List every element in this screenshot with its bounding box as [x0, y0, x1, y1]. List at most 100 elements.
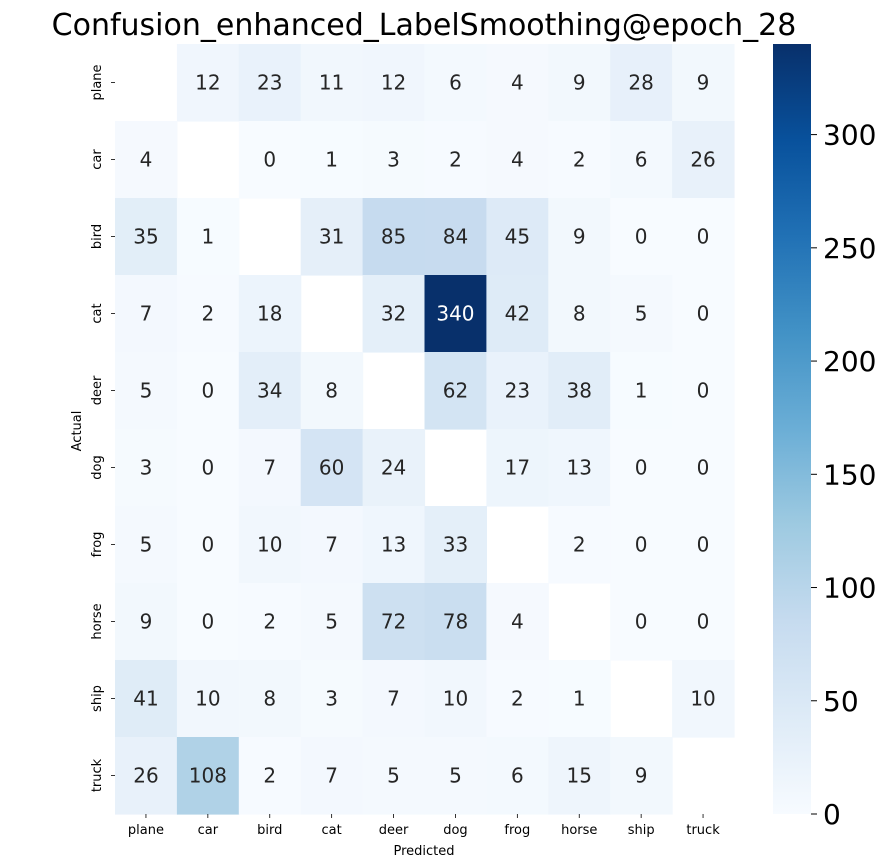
heatmap-cell: [362, 429, 426, 507]
heatmap-cell: [424, 44, 487, 122]
heatmap-cell: [238, 44, 302, 122]
heatmap-cell: [300, 429, 364, 507]
heatmap-cell: [362, 198, 426, 276]
heatmap-cell: [610, 737, 673, 815]
heatmap-cell: [115, 121, 178, 199]
heatmap-cell: [610, 352, 673, 430]
cell-value-label: 5: [140, 379, 153, 403]
cell-value-label: 7: [387, 687, 400, 711]
cell-value-label: 9: [635, 764, 648, 788]
heatmap-cell: [362, 275, 426, 353]
heatmap-cell: [672, 429, 735, 507]
heatmap-cell: [548, 198, 611, 276]
cell-value-label: 4: [140, 148, 153, 172]
heatmap-cell: [486, 44, 549, 122]
y-tick-label: horse: [90, 603, 105, 639]
y-tick-label: bird: [90, 224, 105, 249]
heatmap-cell: [424, 198, 487, 276]
y-tick-label: deer: [90, 375, 105, 405]
cell-value-label: 10: [257, 533, 282, 557]
heatmap-cell: [548, 121, 611, 199]
cell-value-label: 0: [635, 225, 648, 249]
cell-value-label: 0: [201, 379, 214, 403]
y-tick-label: truck: [90, 758, 105, 792]
heatmap-cell: [610, 44, 673, 122]
cell-value-label: 10: [690, 687, 715, 711]
heatmap-cell: [610, 121, 673, 199]
cell-value-label: 6: [635, 148, 648, 172]
x-tick-label: truck: [686, 823, 720, 838]
cell-value-label: 10: [195, 687, 220, 711]
heatmap-cell: [300, 198, 364, 276]
cell-value-label: 2: [573, 148, 586, 172]
heatmap-cell: [486, 583, 549, 661]
heatmap-cell: [176, 352, 240, 430]
x-tick-label: ship: [628, 823, 655, 838]
cell-value-label: 24: [381, 456, 406, 480]
heatmap-cell: [548, 660, 611, 738]
cell-value-label: 78: [443, 610, 468, 634]
cell-value-label: 10: [443, 687, 468, 711]
heatmap-cell: [610, 583, 673, 661]
heatmap-cell: [115, 506, 178, 584]
x-tick-label: car: [198, 823, 219, 838]
cell-value-label: 2: [449, 148, 462, 172]
heatmap-cell: [362, 583, 426, 661]
cell-value-label: 0: [201, 533, 214, 557]
cell-value-label: 0: [697, 225, 710, 249]
cell-value-label: 7: [140, 302, 153, 326]
colorbar-ticks: 0 50 100 150 200 250 300: [811, 119, 876, 831]
cell-value-label: 5: [140, 533, 153, 557]
heatmap-cell: [300, 44, 364, 122]
heatmap-cell: [115, 737, 178, 815]
cell-value-label: 0: [697, 302, 710, 326]
y-tick-label: frog: [90, 532, 105, 558]
cell-value-label: 33: [443, 533, 468, 557]
cell-value-label: 26: [690, 148, 715, 172]
x-tick-label: plane: [128, 823, 164, 838]
x-tick-label: cat: [322, 823, 342, 838]
y-axis-ticks: plane car bird cat deer dog frog horse ship truck: [90, 64, 115, 792]
heatmap-cell: [672, 44, 735, 122]
cell-value-label: 2: [201, 302, 214, 326]
heatmap-cell: [238, 583, 302, 661]
cell-value-label: 72: [381, 610, 406, 634]
y-tick-label: dog: [90, 455, 105, 479]
heatmap-cell: [300, 660, 364, 738]
heatmap-cell: [362, 44, 426, 122]
x-tick-label: horse: [561, 823, 597, 838]
heatmap-cell: [424, 660, 487, 738]
heatmap-cell: [672, 198, 735, 276]
cell-value-label: 13: [567, 456, 592, 480]
x-axis-ticks: plane car bird cat deer dog frog horse ship truck: [128, 814, 720, 838]
cell-value-label: 2: [511, 687, 524, 711]
cell-value-label: 62: [443, 379, 468, 403]
heatmap-cell: [548, 429, 611, 507]
cell-value-label: 0: [635, 456, 648, 480]
heatmap-cell: [176, 506, 240, 584]
cell-value-label: 2: [263, 764, 276, 788]
heatmap-cell: [486, 429, 549, 507]
cell-value-label: 85: [381, 225, 406, 249]
heatmap-cell: [300, 352, 364, 430]
cell-value-label: 9: [573, 225, 586, 249]
heatmap-cell: [238, 275, 302, 353]
heatmap-cell: [115, 352, 178, 430]
cell-value-label: 45: [505, 225, 530, 249]
colorbar-tick-label: 100: [823, 572, 876, 605]
cell-value-label: 7: [263, 456, 276, 480]
colorbar-tick-label: 50: [823, 685, 859, 718]
cell-value-label: 5: [449, 764, 462, 788]
heatmap-cell: [238, 506, 302, 584]
cell-value-label: 0: [697, 533, 710, 557]
cell-value-label: 7: [325, 533, 338, 557]
cell-value-label: 8: [573, 302, 586, 326]
x-tick-label: frog: [504, 823, 530, 838]
cell-value-label: 4: [511, 71, 524, 95]
heatmap-cell: [672, 660, 735, 738]
heatmap-cell: [486, 198, 549, 276]
cell-value-label: 17: [505, 456, 530, 480]
cell-value-label: 34: [257, 379, 282, 403]
cell-value-label: 5: [387, 764, 400, 788]
heatmap-cell: [672, 275, 735, 353]
